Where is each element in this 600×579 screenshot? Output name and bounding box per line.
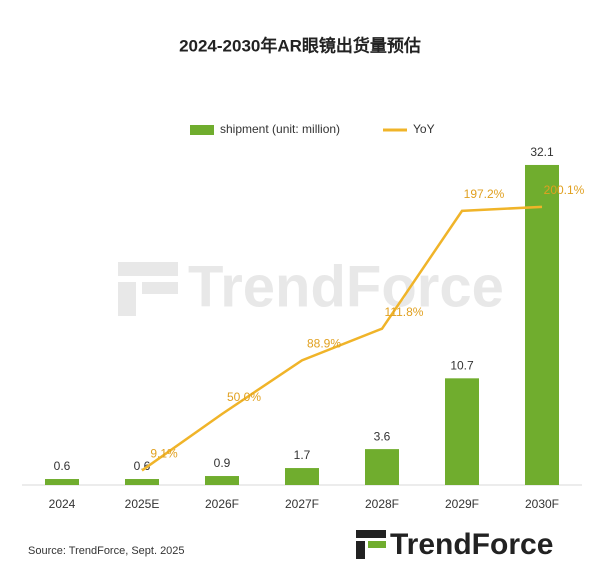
legend-swatch [190, 125, 214, 135]
bar-label: 32.1 [530, 145, 554, 159]
line-label: 200.1% [544, 183, 585, 197]
bar [445, 378, 479, 485]
logo-icon [368, 541, 386, 548]
line-label: 111.8% [385, 305, 424, 319]
line [141, 205, 543, 472]
x-tick-label: 2029F [445, 497, 479, 511]
bar [285, 468, 319, 485]
line-label: 88.9% [307, 336, 341, 350]
watermark: TrendForce [118, 254, 504, 319]
bar [205, 476, 239, 485]
line-label: 197.2% [464, 187, 505, 201]
x-tick-label: 2030F [525, 497, 559, 511]
bar [365, 449, 399, 485]
bar-label: 0.6 [54, 459, 71, 473]
line-label: 9.1% [150, 447, 178, 461]
chart-title: 2024-2030年AR眼镜出货量预估 [179, 35, 421, 55]
logo-text: TrendForce [390, 528, 553, 561]
x-tick-label: 2024 [49, 497, 76, 511]
x-tick-label: 2027F [285, 497, 319, 511]
watermark-text: TrendForce [188, 254, 504, 319]
watermark-icon [118, 262, 178, 276]
legend-label: shipment (unit: million) [220, 122, 340, 136]
bar [125, 479, 159, 485]
watermark-icon [118, 282, 136, 316]
bar [45, 479, 79, 485]
x-tick-label: 2028F [365, 497, 399, 511]
watermark-icon [142, 282, 178, 294]
x-tick-label: 2025E [125, 497, 160, 511]
x-tick-label: 2026F [205, 497, 239, 511]
logo-icon [356, 530, 386, 538]
logo-icon [356, 541, 365, 559]
legend-label: YoY [413, 122, 435, 136]
bar-label: 10.7 [450, 358, 474, 372]
bar-label: 0.9 [214, 456, 231, 470]
bar-label: 1.7 [294, 448, 311, 462]
line-label: 50.0% [227, 390, 261, 404]
logo: TrendForce [356, 528, 553, 561]
bar-label: 0.6 [134, 459, 151, 473]
bar [525, 164, 559, 485]
source: Source: TrendForce, Sept. 2025 [28, 545, 185, 557]
bar-label: 3.6 [374, 429, 391, 443]
